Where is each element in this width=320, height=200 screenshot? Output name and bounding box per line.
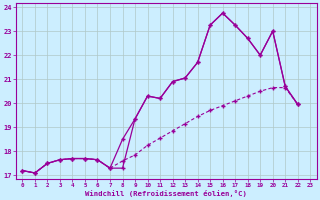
X-axis label: Windchill (Refroidissement éolien,°C): Windchill (Refroidissement éolien,°C) <box>85 190 247 197</box>
